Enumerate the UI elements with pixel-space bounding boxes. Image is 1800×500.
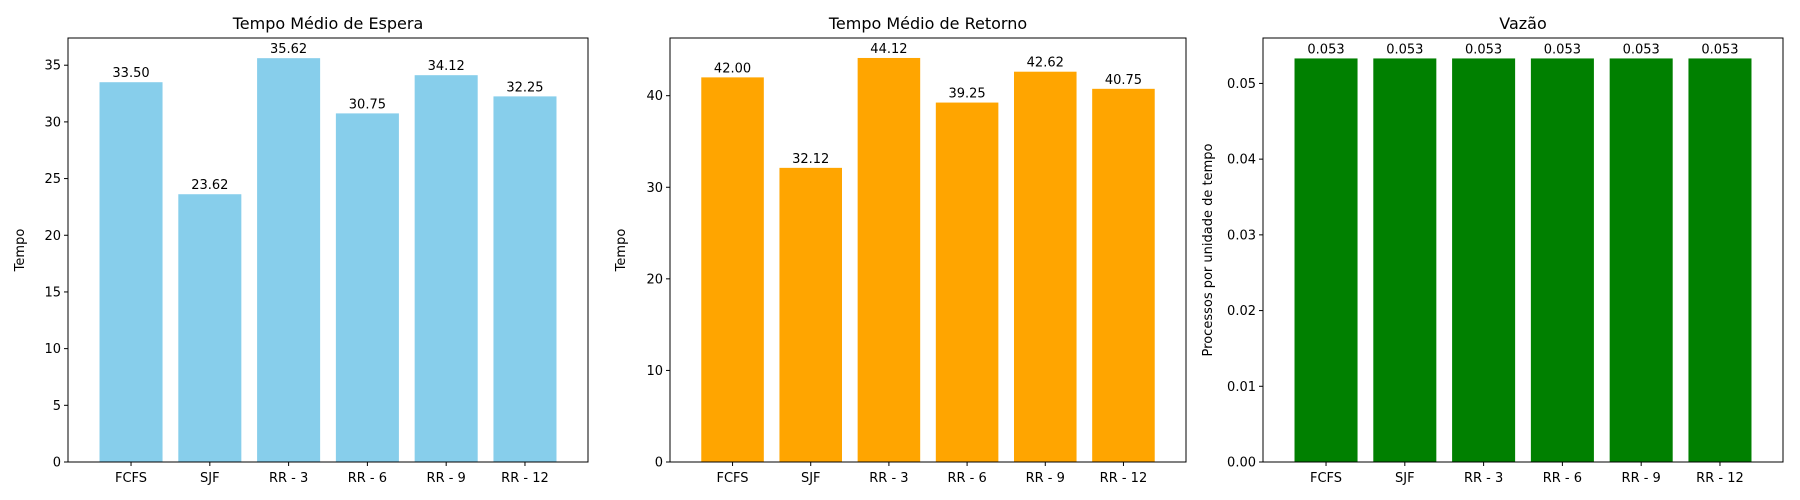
data-label: 23.62	[191, 178, 228, 193]
x-tick-label: RR - 12	[1100, 471, 1148, 486]
data-label: 0.053	[1465, 42, 1502, 57]
x-tick-label: RR - 3	[869, 471, 908, 486]
bar-rr-6	[935, 102, 999, 462]
x-tick-label: FCFS	[115, 471, 147, 486]
bar-rr-3	[857, 57, 921, 462]
y-tick-label: 25	[44, 172, 61, 187]
bar-rr-12	[1092, 88, 1155, 463]
bar-sjf	[178, 194, 242, 462]
bar-rr-3	[257, 58, 321, 462]
x-tick-label: RR - 3	[269, 471, 308, 486]
x-tick-label: RR - 3	[1464, 471, 1503, 486]
y-tick-label: 35	[44, 59, 61, 74]
plot-frame	[1262, 37, 1784, 463]
bar-rr-9	[414, 75, 478, 462]
bar-rr-6	[335, 113, 399, 462]
x-tick-label: RR - 12	[501, 471, 549, 486]
data-label: 0.053	[1386, 42, 1423, 57]
data-label: 0.053	[1701, 42, 1738, 57]
y-tick-label: 0.03	[1227, 228, 1256, 243]
x-tick-label: RR - 6	[1543, 471, 1582, 486]
y-tick-label: 10	[646, 364, 663, 379]
x-tick-label: FCFS	[717, 471, 749, 486]
data-label: 32.25	[506, 80, 543, 95]
chart-title: Tempo Médio de Espera	[232, 14, 424, 33]
data-label: 33.50	[112, 66, 149, 81]
chart-panel-waiting-time: 33.50 23.62 35.62 30.75 34.12 32.25 0 5 10 15 20 25…	[13, 14, 589, 486]
bar-rr-9	[1014, 71, 1077, 462]
bar-fcfs	[701, 77, 764, 463]
x-tick-label: SJF	[1395, 471, 1415, 486]
bar-fcfs	[99, 82, 163, 463]
data-label: 34.12	[428, 59, 465, 74]
y-tick-label: 0.04	[1227, 153, 1256, 168]
y-tick-label: 0.00	[1227, 456, 1256, 471]
x-tick-label: FCFS	[1310, 471, 1342, 486]
plot-frame	[669, 37, 1187, 463]
bar-fcfs	[1294, 58, 1358, 462]
chart-panel-throughput: 0.053 0.053 0.053 0.053 0.053 0.053 0.00 0.01 0.…	[1201, 14, 1784, 486]
y-tick-label: 15	[44, 285, 61, 300]
data-label: 0.053	[1307, 42, 1344, 57]
y-axis-label: Tempo	[614, 229, 629, 273]
x-tick-label: RR - 12	[1696, 471, 1744, 486]
bar-rr-9	[1609, 58, 1673, 462]
x-tick-label: RR - 9	[1622, 471, 1661, 486]
x-tick-label: RR - 9	[1026, 471, 1065, 486]
data-label: 42.62	[1027, 56, 1064, 71]
chart-panel-turnaround-time: 42.00 32.12 44.12 39.25 42.62 40.75 0 10 20 30 40 F…	[614, 14, 1187, 486]
data-label: 40.75	[1105, 73, 1142, 88]
y-tick-label: 0.02	[1227, 304, 1256, 319]
data-label: 32.12	[792, 152, 829, 167]
y-tick-label: 0	[655, 456, 663, 471]
data-label: 0.053	[1623, 42, 1660, 57]
y-axis-label: Tempo	[13, 229, 28, 273]
y-tick-label: 30	[44, 115, 61, 130]
y-tick-label: 30	[646, 181, 663, 196]
y-tick-label: 10	[44, 342, 61, 357]
data-label: 30.75	[349, 97, 386, 112]
data-label: 42.00	[714, 61, 751, 76]
data-label: 44.12	[870, 42, 907, 57]
plot-frame	[67, 37, 589, 463]
y-tick-label: 40	[646, 89, 663, 104]
y-tick-label: 20	[44, 229, 61, 244]
x-tick-label: SJF	[200, 471, 220, 486]
x-tick-label: SJF	[801, 471, 821, 486]
y-axis-label: Processos por unidade de tempo	[1201, 144, 1216, 357]
y-tick-label: 0.01	[1227, 380, 1256, 395]
y-tick-label: 0.05	[1227, 77, 1256, 92]
bar-sjf	[1373, 58, 1437, 462]
bar-rr-12	[1688, 58, 1752, 462]
bar-rr-6	[1530, 58, 1594, 462]
y-tick-label: 0	[53, 456, 61, 471]
chart-title: Tempo Médio de Retorno	[828, 14, 1027, 33]
y-tick-label: 20	[646, 272, 663, 287]
bar-rr-3	[1452, 58, 1516, 462]
data-label: 0.053	[1544, 42, 1581, 57]
bar-sjf	[779, 167, 842, 463]
data-label: 35.62	[270, 42, 307, 57]
y-tick-label: 5	[53, 399, 61, 414]
bar-rr-12	[493, 96, 557, 463]
data-label: 39.25	[948, 87, 985, 102]
x-tick-label: RR - 6	[348, 471, 387, 486]
chart-title: Vazão	[1499, 14, 1547, 33]
x-tick-label: RR - 6	[947, 471, 986, 486]
x-tick-label: RR - 9	[427, 471, 466, 486]
